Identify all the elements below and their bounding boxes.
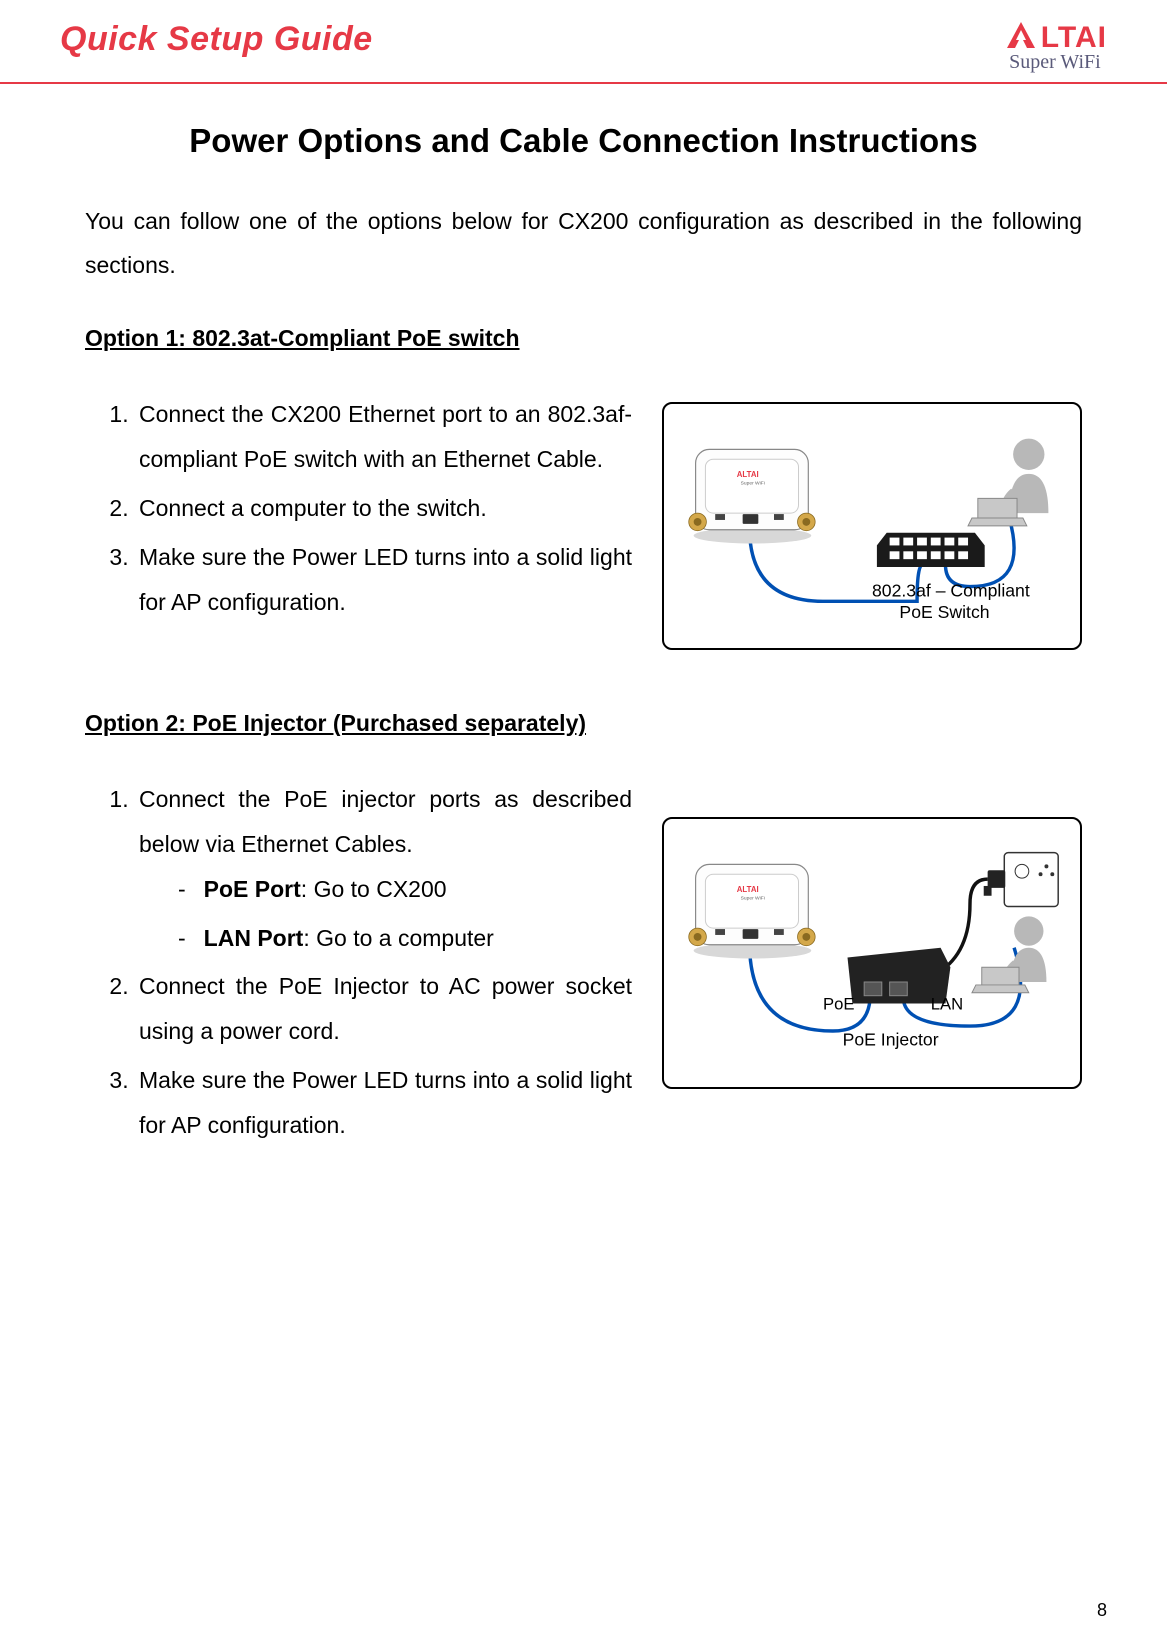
option2-steps: Connect the PoE injector ports as descri… xyxy=(85,777,632,1152)
list-item: Connect the PoE Injector to AC power soc… xyxy=(135,964,632,1054)
device-brand-label: ALTAI xyxy=(737,885,759,894)
logo-subtitle: Super WiFi xyxy=(1003,51,1107,74)
page-header: Quick Setup Guide LTAI Super WiFi xyxy=(0,0,1167,84)
brand-logo: LTAI Super WiFi xyxy=(1003,20,1107,74)
bullet-desc: : Go to CX200 xyxy=(301,876,447,902)
list-item: Connect a computer to the switch. xyxy=(135,486,632,531)
diagram-box: ALTAI Super WiFi xyxy=(662,402,1082,650)
list-item: Make sure the Power LED turns into a sol… xyxy=(135,1058,632,1148)
intro-paragraph: You can follow one of the options below … xyxy=(85,200,1082,287)
device-brand-label: ALTAI xyxy=(737,470,759,479)
bullet-label: LAN Port xyxy=(204,925,304,951)
page-number: 8 xyxy=(1097,1600,1107,1621)
option1-diagram: ALTAI Super WiFi xyxy=(662,402,1082,650)
switch-label-line1: 802.3af – Compliant xyxy=(872,581,1030,601)
bullet-label: PoE Port xyxy=(204,876,301,902)
diagram-box: ALTAI Super WiFi xyxy=(662,817,1082,1089)
device-sub-label: Super WiFi xyxy=(741,896,765,902)
option1-heading: Option 1: 802.3at-Compliant PoE switch xyxy=(85,325,1082,352)
list-item: PoE Port: Go to CX200 xyxy=(174,867,632,912)
poe-switch-diagram-icon: ALTAI Super WiFi xyxy=(676,420,1068,631)
bullet-desc: : Go to a computer xyxy=(303,925,493,951)
logo-top: LTAI xyxy=(1003,20,1107,55)
list-item: Make sure the Power LED turns into a sol… xyxy=(135,535,632,625)
option2-heading: Option 2: PoE Injector (Purchased separa… xyxy=(85,710,1082,737)
option2-block: Connect the PoE injector ports as descri… xyxy=(85,777,1082,1152)
option2-diagram: ALTAI Super WiFi xyxy=(662,787,1082,1152)
poe-injector-diagram-icon: ALTAI Super WiFi xyxy=(676,835,1068,1070)
page-title: Power Options and Cable Connection Instr… xyxy=(85,122,1082,160)
step-text: Connect the PoE injector ports as descri… xyxy=(139,786,632,857)
list-item: Connect the PoE injector ports as descri… xyxy=(135,777,632,960)
option1-steps: Connect the CX200 Ethernet port to an 80… xyxy=(85,392,632,650)
page-content: Power Options and Cable Connection Instr… xyxy=(0,84,1167,1152)
option1-block: Connect the CX200 Ethernet port to an 80… xyxy=(85,392,1082,650)
injector-label: PoE Injector xyxy=(843,1030,939,1050)
switch-label-line2: PoE Switch xyxy=(899,602,989,622)
poe-label: PoE xyxy=(823,994,854,1013)
logo-a-icon xyxy=(1003,20,1039,55)
logo-text: LTAI xyxy=(1041,21,1107,55)
device-sub-label: Super WiFi xyxy=(741,481,765,487)
lan-label: LAN xyxy=(931,994,963,1013)
list-item: LAN Port: Go to a computer xyxy=(174,916,632,961)
list-item: Connect the CX200 Ethernet port to an 80… xyxy=(135,392,632,482)
guide-title: Quick Setup Guide xyxy=(60,20,373,59)
